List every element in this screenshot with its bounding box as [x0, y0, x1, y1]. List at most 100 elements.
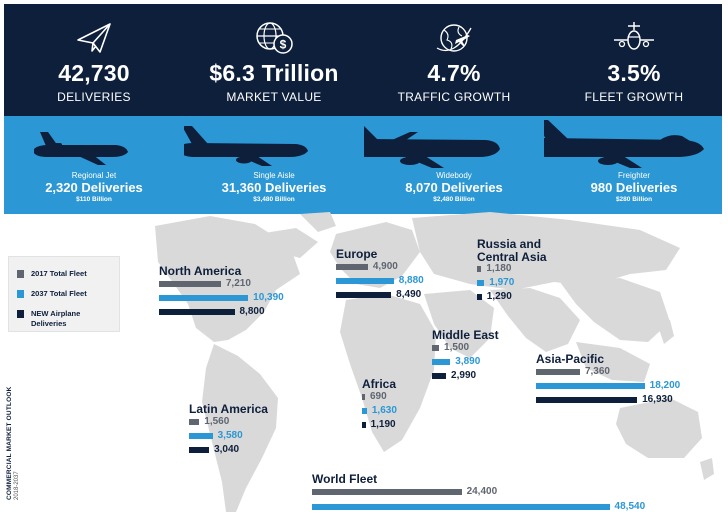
bar-russia-and-central-asia-2037 — [477, 280, 485, 286]
bar-africa-2037 — [362, 408, 367, 414]
segment-name: Widebody — [436, 171, 472, 180]
side-label: COMMERCIAL MARKET OUTLOOK 2018-2037 — [6, 386, 20, 500]
bar-value-label: 3,580 — [217, 430, 243, 441]
bar-value-label: 24,400 — [466, 486, 498, 497]
bar-middle-east-2017 — [432, 345, 440, 351]
region-name: Latin America — [189, 402, 268, 416]
legend-label: 2017 Total Fleet — [31, 269, 87, 278]
bar-value-label: 8,800 — [239, 306, 265, 317]
segment-value: $110 Billion — [76, 196, 112, 203]
bar-value-label: 4,900 — [372, 261, 398, 272]
bar-value-label: 690 — [370, 391, 387, 402]
segment-regional-jet: Regional Jet 2,320 Deliveries $110 Billi… — [4, 116, 184, 214]
region-name: Russia and Central Asia — [477, 237, 547, 264]
bar-value-label: 7,210 — [225, 278, 251, 289]
bar-value-label: 48,540 — [614, 501, 646, 512]
svg-text:$: $ — [280, 38, 287, 52]
bar-russia-and-central-asia-2017 — [477, 266, 482, 272]
segment-value: $2,480 Billion — [433, 196, 475, 203]
bar-asia-pacific-2037 — [536, 383, 645, 389]
bar-value-label: 8,880 — [398, 275, 424, 286]
segment-deliveries: 8,070 Deliveries — [405, 180, 503, 195]
bar-value-label: 1,180 — [486, 263, 512, 274]
bar-value-label: 7,360 — [584, 366, 610, 377]
bar-value-label: 1,290 — [486, 291, 512, 302]
legend-swatch — [17, 270, 24, 278]
globe-dollar-icon: $ — [256, 22, 293, 54]
bar-latin-america-deliveries — [189, 447, 210, 453]
stat-label: DELIVERIES — [57, 90, 131, 104]
segment-value: $3,480 Billion — [253, 196, 295, 203]
stat-deliveries: 42,730 DELIVERIES — [4, 4, 184, 116]
stat-market-value: $ $6.3 Trillion MARKET VALUE — [184, 4, 364, 116]
bar-value-label: 10,390 — [253, 292, 284, 303]
bar-russia-and-central-asia-deliveries — [477, 294, 482, 300]
segment-single-aisle: Single Aisle 31,360 Deliveries $3,480 Bi… — [184, 116, 364, 214]
bar-middle-east-2037 — [432, 359, 451, 365]
stat-value: 42,730 — [58, 60, 130, 86]
legend-label: NEW Airplane Deliveries — [31, 309, 81, 328]
bar-value-label: 1,500 — [444, 342, 470, 353]
region-name: North America — [159, 264, 242, 278]
bar-world-fleet-2017 — [312, 489, 462, 495]
bar-africa-2017 — [362, 394, 365, 400]
region-name: Middle East — [432, 328, 499, 342]
bar-asia-pacific-deliveries — [536, 397, 638, 403]
bar-europe-2037 — [336, 278, 394, 284]
bar-north-america-2037 — [159, 295, 249, 301]
bar-latin-america-2017 — [189, 419, 200, 425]
segment-deliveries: 2,320 Deliveries — [45, 180, 143, 195]
single-aisle-icon — [184, 126, 308, 166]
stat-value: 3.5% — [607, 60, 661, 86]
region-name: World Fleet — [312, 472, 378, 486]
stat-label: TRAFFIC GROWTH — [397, 90, 511, 104]
segment-name: Regional Jet — [71, 171, 117, 180]
bar-value-label: 3,040 — [214, 444, 240, 455]
globe-plane-icon — [436, 24, 472, 52]
bar-value-label: 8,490 — [396, 289, 422, 300]
stat-value: 4.7% — [427, 60, 481, 86]
bar-value-label: 3,890 — [455, 356, 481, 367]
bar-asia-pacific-2017 — [536, 369, 580, 375]
region-name: Asia-Pacific — [536, 352, 605, 366]
segment-widebody: Widebody 8,070 Deliveries $2,480 Billion — [364, 116, 544, 214]
region-name: Europe — [336, 247, 378, 261]
segment-name: Freighter — [617, 171, 650, 180]
stat-label: FLEET GROWTH — [584, 90, 684, 104]
region-name: Africa — [362, 377, 397, 391]
bar-north-america-2017 — [159, 281, 221, 287]
side-label-title: COMMERCIAL MARKET OUTLOOK — [6, 386, 13, 500]
bar-value-label: 1,560 — [204, 416, 230, 427]
segment-deliveries: 31,360 Deliveries — [221, 180, 327, 195]
bar-latin-america-2037 — [189, 433, 213, 439]
widebody-icon — [364, 126, 500, 168]
segment-value: $280 Billion — [615, 196, 653, 203]
bar-africa-deliveries — [362, 422, 366, 428]
regional-jet-icon — [34, 132, 128, 165]
bar-value-label: 1,190 — [370, 419, 396, 430]
segment-name: Single Aisle — [253, 171, 295, 180]
bar-europe-2017 — [336, 264, 368, 270]
world-map — [155, 212, 714, 512]
legend-label: 2037 Total Fleet — [31, 289, 87, 298]
bar-north-america-deliveries — [159, 309, 235, 315]
segment-deliveries: 980 Deliveries — [590, 180, 678, 195]
legend-swatch — [17, 290, 24, 298]
airplane-front-icon — [614, 22, 654, 50]
bar-value-label: 18,200 — [649, 380, 681, 391]
stat-value: $6.3 Trillion — [209, 60, 339, 86]
bar-value-label: 16,930 — [642, 394, 673, 405]
paper-plane-icon — [77, 23, 111, 53]
freighter-icon — [544, 120, 704, 168]
legend: 2017 Total Fleet 2037 Total Fleet NEW Ai… — [8, 256, 120, 332]
segment-freighter: Freighter 980 Deliveries $280 Billion — [544, 116, 724, 214]
bar-middle-east-deliveries — [432, 373, 447, 379]
legend-swatch — [17, 310, 24, 318]
stat-label: MARKET VALUE — [226, 90, 322, 104]
bar-europe-deliveries — [336, 292, 392, 298]
bar-value-label: 1,630 — [371, 405, 397, 416]
bar-value-label: 1,970 — [489, 277, 515, 288]
bar-world-fleet-2037 — [312, 504, 610, 510]
stat-traffic-growth: 4.7% TRAFFIC GROWTH — [364, 4, 544, 116]
stat-fleet-growth: 3.5% FLEET GROWTH — [544, 4, 724, 116]
